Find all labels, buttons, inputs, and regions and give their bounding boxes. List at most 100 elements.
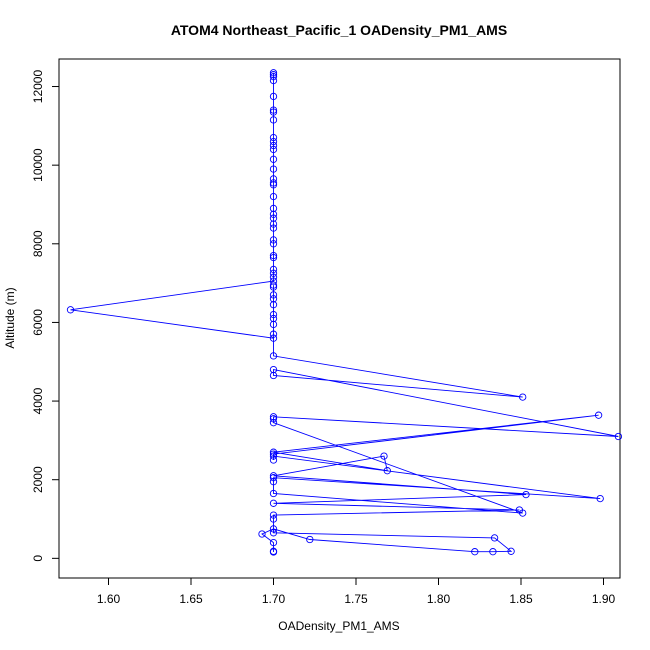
data-point [269,413,278,421]
x-axis: 1.60 1.65 1.70 1.75 1.80 1.85 1.90 [97,577,616,606]
data-point [596,494,604,503]
data-point [269,365,278,374]
data-point [269,116,278,124]
y-tick-label: 12000 [31,70,45,104]
data-point [269,450,278,458]
data-point [471,548,479,556]
data-point [269,92,278,101]
data-point [269,192,278,201]
data-point [258,530,266,538]
data-point [269,301,278,309]
data-point [269,499,278,507]
y-tick-label: 4000 [31,387,45,414]
x-tick-label: 1.75 [344,592,368,606]
data-point [269,179,278,187]
data-point [269,525,278,533]
data-point [519,393,527,401]
data-point [269,137,278,146]
data-point [269,145,278,154]
data-point [269,538,278,547]
data-point [269,277,278,285]
data-point [269,511,278,519]
data-point [269,133,278,142]
data-point [269,240,278,248]
data-point [269,330,278,338]
plot-frame [58,58,621,579]
data-point [269,295,278,303]
data-point [269,515,278,523]
data-point [383,467,391,475]
data-point [269,181,278,189]
data-point [269,251,278,260]
data-point [269,165,278,173]
data-point [269,456,278,464]
data-point [269,214,278,222]
chart-title: ATOM4 Northeast_Pacific_1 OADensity_PM1_… [171,22,507,38]
data-point [269,175,278,183]
data-point [269,352,278,360]
y-axis: 0 2000 4000 6000 8000 10000 12000 [31,70,60,562]
y-tick-label: 0 [31,555,45,562]
data-point [269,265,278,274]
data-point [269,472,278,480]
data-point [269,283,278,291]
series-line [70,72,619,553]
data-point [594,411,603,419]
data-point [614,432,623,441]
data-point [490,534,499,542]
y-axis-label: Altitude (m) [3,287,17,348]
data-point [269,529,278,537]
data-point [489,548,497,556]
x-axis-label: OADensity_PM1_AMS [278,619,399,633]
data-point [269,224,278,232]
data-point [269,108,278,116]
data-point [269,106,278,114]
data-point [306,535,314,544]
data-point [269,291,278,299]
data-point [269,448,278,456]
data-point [269,334,278,342]
data-point [269,76,278,85]
data-series [66,69,623,556]
data-point [269,452,278,460]
data-point [269,210,278,218]
data-point [522,490,530,499]
x-tick-label: 1.65 [179,592,203,606]
data-point [269,474,278,482]
data-point [269,489,278,498]
data-point [66,306,75,314]
data-point [269,155,278,163]
data-point [515,506,524,514]
data-point [269,371,278,380]
y-tick-label: 8000 [31,230,45,257]
data-point [269,548,278,556]
y-tick-label: 2000 [31,466,45,493]
data-point [269,320,278,329]
data-point [269,236,278,244]
x-tick-label: 1.85 [509,592,533,606]
data-point [269,310,278,319]
x-tick-label: 1.60 [97,592,121,606]
data-point [269,281,278,289]
data-point [269,415,278,423]
data-point [269,314,278,323]
y-tick-label: 6000 [31,309,45,336]
x-tick-label: 1.70 [262,592,286,606]
data-point [269,69,278,77]
data-point [507,547,515,555]
x-tick-label: 1.90 [592,592,616,606]
x-tick-label: 1.80 [427,592,451,606]
data-point [269,220,278,228]
data-point [269,273,278,281]
data-point [269,253,278,262]
data-point [269,419,278,427]
data-point [380,452,388,460]
data-point [269,204,278,213]
data-point [269,141,278,150]
data-point [269,71,278,79]
data-point [269,478,278,486]
data-point [269,73,278,81]
data-point [269,269,278,277]
y-tick-label: 10000 [31,148,45,182]
